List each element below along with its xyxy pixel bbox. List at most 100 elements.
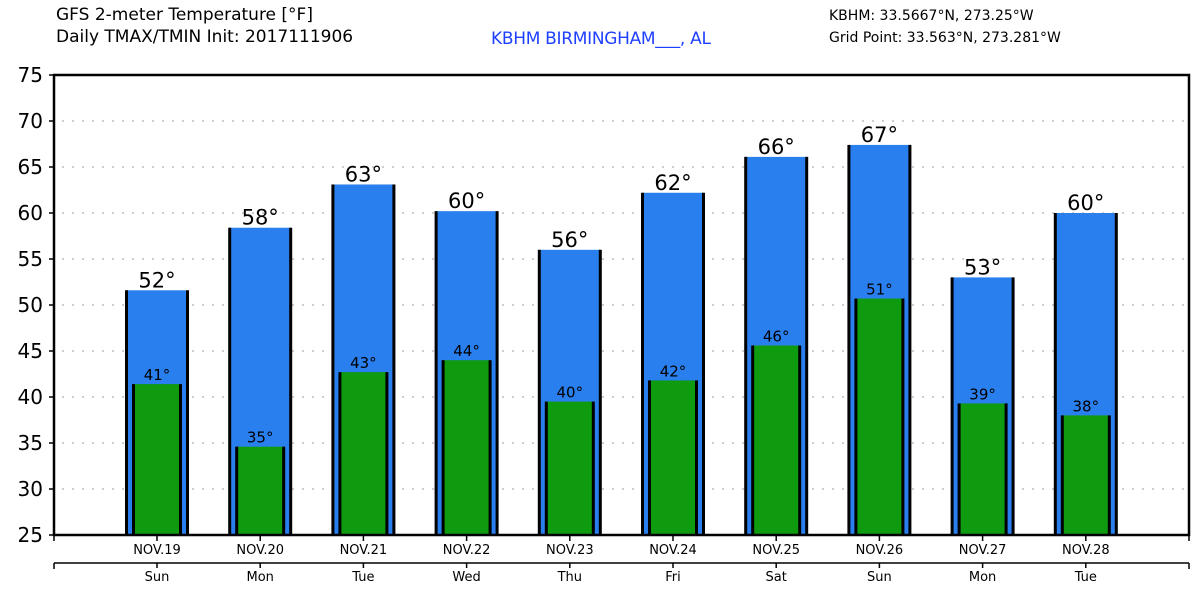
- tmax-label: 56°: [551, 228, 588, 252]
- x-tick-label-date: NOV.19: [133, 543, 181, 558]
- tmax-bar-edge-left: [434, 211, 438, 535]
- tmin-label: 39°: [969, 385, 996, 403]
- tmax-label: 60°: [448, 189, 485, 213]
- tmin-bar-edge-left: [132, 384, 135, 535]
- tmin-label: 44°: [453, 342, 480, 360]
- y-tick-label: 70: [18, 109, 43, 133]
- tmin-bar: [133, 384, 181, 535]
- tmax-label: 62°: [654, 171, 691, 195]
- tmin-bar-edge-right: [488, 360, 492, 535]
- tmin-bar-edge-left: [441, 360, 445, 535]
- tmin-label: 51°: [866, 281, 893, 299]
- x-tick-label-weekday: Tue: [351, 570, 374, 585]
- tmin-bar: [236, 446, 285, 535]
- bars: [125, 144, 1118, 536]
- x-tick-label-weekday: Mon: [969, 570, 996, 585]
- tmin-bar-edge-right: [1107, 415, 1111, 535]
- y-tick-label: 25: [18, 523, 43, 547]
- tmax-bar-edge-left: [847, 144, 851, 536]
- tmax-bar-edge-left: [228, 227, 232, 535]
- tmin-bar: [442, 360, 491, 535]
- tmin-bar-edge-left: [235, 446, 239, 535]
- tmin-bar-edge-right: [798, 345, 802, 535]
- tmax-bar-edge-right: [805, 156, 809, 535]
- bar-labels: 52° 41° 58° 35° 63° 43° 60° 44° 56° 40° 62° 42° 66° 4…: [138, 123, 1104, 447]
- tmin-label: 42°: [660, 362, 687, 380]
- tmax-bar-edge-right: [1114, 213, 1118, 535]
- tmax-label: 63°: [345, 162, 382, 186]
- x-tick-label-date: NOV.26: [856, 543, 904, 558]
- tmax-label: 52°: [138, 268, 175, 292]
- tmax-bar-edge-left: [331, 184, 335, 536]
- x-tick-label-date: NOV.24: [649, 543, 697, 558]
- station-coordinates: KBHM: 33.5667°N, 273.25°W: [829, 8, 1034, 24]
- x-tick-label-date: NOV.25: [752, 543, 800, 558]
- tmax-bar-edge-left: [950, 277, 954, 535]
- x-tick-label-weekday: Sat: [766, 570, 787, 585]
- tmax-label: 67°: [861, 123, 898, 147]
- tmax-bar-edge-left: [1053, 213, 1057, 535]
- tmax-bar-edge-right: [908, 144, 912, 536]
- tmin-bar-edge-left: [338, 372, 342, 535]
- y-tick-label: 35: [18, 431, 43, 455]
- tmax-bar-edge-right: [1011, 277, 1015, 535]
- x-tick-label-weekday: Thu: [557, 570, 582, 585]
- tmax-bar-edge-right: [598, 249, 602, 536]
- x-tick-label-weekday: Tue: [1074, 570, 1097, 585]
- tmin-bar-edge-left: [854, 298, 858, 535]
- tmax-label: 58°: [242, 206, 279, 230]
- tmax-label: 60°: [1067, 191, 1104, 215]
- x-tick-label-date: NOV.23: [546, 543, 594, 558]
- station-name: KBHM BIRMINGHAM___, AL: [491, 29, 711, 49]
- tmax-bar-edge-left: [744, 156, 748, 535]
- tmin-bar-edge-right: [901, 298, 905, 535]
- tmin-bar-edge-right: [282, 446, 286, 535]
- tmax-bar-edge-right: [495, 211, 499, 535]
- tmin-label: 35°: [247, 429, 274, 447]
- y-tick-label: 50: [18, 293, 43, 317]
- tmax-bar-edge-right: [289, 227, 293, 535]
- tmin-bar: [339, 372, 388, 535]
- y-tick-label: 75: [18, 63, 43, 87]
- tmin-bar-edge-right: [1004, 403, 1008, 535]
- axes: 25 30 35 40 45 50 55 60 65 70 75 NOV.19 Sun NOV.20 Mon…: [18, 63, 1191, 585]
- tmin-bar: [958, 403, 1007, 535]
- x-tick-label-date: NOV.21: [340, 543, 388, 558]
- tmax-label: 53°: [964, 255, 1001, 279]
- chart-title: GFS 2-meter Temperature [°F]: [56, 5, 313, 25]
- tmax-label: 66°: [758, 135, 795, 159]
- x-tick-label-date: NOV.28: [1062, 543, 1110, 558]
- tmax-bar-edge-left: [537, 249, 541, 536]
- tmin-bar-edge-right: [591, 401, 595, 535]
- x-tick-label-date: NOV.20: [236, 543, 284, 558]
- tmax-bar-edge-left: [125, 290, 128, 535]
- tmin-label: 41°: [144, 366, 171, 384]
- tmin-bar-edge-left: [751, 345, 755, 535]
- tmin-bar-edge-left: [1060, 415, 1064, 535]
- tmin-bar-edge-right: [385, 372, 389, 535]
- tmin-bar: [649, 380, 697, 535]
- tmin-bar: [545, 401, 594, 535]
- tmax-bar-edge-right: [186, 290, 189, 535]
- tmin-bar-edge-right: [695, 380, 698, 535]
- tmax-bar-edge-left: [641, 192, 644, 535]
- plot-frame: [52, 73, 1191, 537]
- tmax-bar-edge-right: [702, 192, 705, 535]
- tmin-label: 46°: [763, 327, 790, 345]
- tmin-label: 43°: [350, 354, 377, 372]
- y-tick-label: 45: [18, 339, 43, 363]
- tmax-bar-edge-right: [392, 184, 396, 536]
- tmin-bar: [855, 298, 904, 535]
- tmin-bar: [1061, 415, 1110, 535]
- x-tick-label-date: NOV.27: [959, 543, 1007, 558]
- grid-point-coordinates: Grid Point: 33.563°N, 273.281°W: [829, 30, 1061, 46]
- tmin-label: 38°: [1073, 397, 1100, 415]
- chart-subtitle: Daily TMAX/TMIN Init: 2017111906: [56, 27, 354, 47]
- y-tick-label: 40: [18, 385, 43, 409]
- tmin-label: 40°: [557, 384, 584, 402]
- y-tick-label: 60: [18, 201, 43, 225]
- x-tick-label-weekday: Fri: [665, 570, 681, 585]
- tmin-bar-edge-right: [179, 384, 182, 535]
- x-tick-label-weekday: Mon: [246, 570, 273, 585]
